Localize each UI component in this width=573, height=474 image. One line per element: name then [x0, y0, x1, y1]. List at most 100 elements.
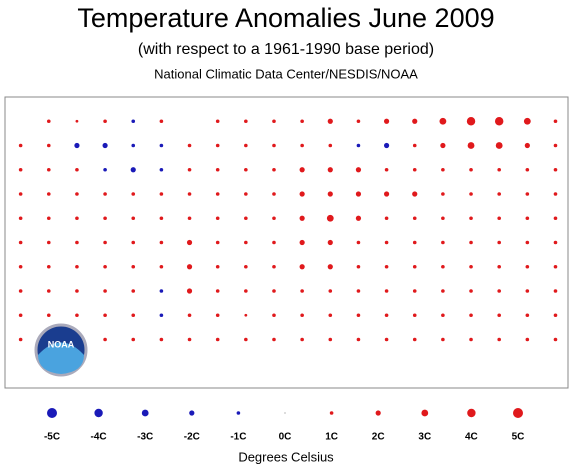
anomaly-dot: [75, 240, 79, 245]
anomaly-dot: [327, 191, 333, 197]
legend-label: 1C: [325, 432, 338, 443]
anomaly-dot: [186, 264, 193, 270]
anomaly-dot: [383, 142, 390, 149]
anomaly-dot: [440, 142, 446, 149]
anomaly-dot: [46, 240, 51, 245]
anomaly-dot: [244, 216, 248, 221]
anomaly-dot: [187, 192, 192, 196]
anomaly-dot: [441, 337, 445, 342]
anomaly-dot: [356, 119, 361, 124]
anomaly-dot: [75, 167, 79, 172]
anomaly-dot: [525, 216, 530, 221]
anomaly-dot: [300, 143, 304, 148]
anomaly-dot: [327, 118, 333, 124]
legend-dot: [141, 409, 149, 417]
anomaly-dot: [469, 289, 473, 293]
anomaly-dot: [327, 264, 333, 270]
anomaly-dot: [553, 167, 558, 172]
anomaly-dot: [272, 216, 276, 221]
anomaly-dot: [18, 192, 23, 196]
anomaly-dot: [524, 142, 530, 149]
anomaly-dot: [412, 240, 417, 245]
anomaly-dot: [159, 192, 164, 196]
anomaly-dot: [102, 142, 108, 149]
legend-label: 4C: [465, 432, 478, 443]
anomaly-dot: [159, 119, 164, 124]
anomaly-dot: [384, 289, 389, 293]
anomaly-dot: [469, 264, 473, 269]
anomaly-dot: [18, 313, 23, 318]
anomaly-dot: [272, 313, 276, 318]
anomaly-dot: [441, 264, 445, 269]
anomaly-dot: [412, 167, 417, 172]
anomaly-dot: [215, 216, 220, 221]
anomaly-dot: [497, 240, 501, 245]
anomaly-dot: [186, 239, 193, 246]
legend-dot: [94, 408, 103, 418]
anomaly-dot: [215, 337, 220, 342]
anomaly-dot: [131, 264, 136, 269]
anomaly-dot: [469, 240, 473, 245]
anomaly-dot: [75, 216, 79, 221]
anomaly-dot: [412, 191, 418, 197]
anomaly-dot: [525, 167, 530, 172]
legend-label: 3C: [418, 432, 431, 443]
anomaly-dot: [384, 216, 389, 221]
anomaly-dot: [272, 289, 276, 293]
anomaly-dot: [103, 313, 107, 318]
anomaly-dot: [497, 264, 501, 269]
anomaly-dot: [46, 313, 51, 318]
anomaly-dot: [130, 167, 136, 173]
anomaly-dot: [356, 289, 361, 293]
anomaly-dot: [383, 118, 390, 124]
anomaly-dot: [467, 142, 475, 149]
anomaly-dot: [412, 337, 417, 342]
anomaly-dot: [469, 192, 473, 196]
anomaly-dot: [159, 167, 164, 172]
anomaly-dot: [300, 313, 304, 318]
anomaly-dot: [495, 142, 503, 149]
anomaly-dot: [131, 240, 136, 245]
anomaly-dot: [272, 192, 276, 196]
anomaly-dot: [497, 216, 501, 221]
anomaly-dot: [523, 117, 531, 125]
legend-dot: [513, 408, 523, 418]
anomaly-dot: [412, 118, 418, 124]
anomaly-dot: [103, 216, 107, 221]
anomaly-dot: [46, 143, 51, 148]
anomaly-dot: [187, 216, 192, 221]
anomaly-dot: [244, 143, 248, 148]
legend-label: -4C: [91, 432, 107, 443]
anomaly-dot: [441, 216, 445, 221]
anomaly-dot: [525, 192, 530, 196]
anomaly-dot: [300, 337, 304, 342]
anomaly-dot: [215, 289, 220, 293]
anomaly-dot: [355, 167, 362, 173]
anomaly-dot: [525, 289, 530, 293]
anomaly-dot: [299, 264, 305, 270]
anomaly-dot: [553, 289, 558, 293]
anomaly-dot: [272, 240, 276, 245]
anomaly-dot: [497, 192, 501, 196]
map-frame: [4, 96, 569, 389]
anomaly-dot: [441, 240, 445, 245]
anomaly-dot: [75, 192, 79, 196]
anomaly-dot: [441, 167, 445, 172]
anomaly-dot: [131, 119, 136, 124]
anomaly-dot: [159, 240, 164, 245]
anomaly-dot: [469, 216, 473, 221]
anomaly-dot: [327, 239, 333, 246]
anomaly-dot: [75, 313, 79, 318]
noaa-logo: NOAA: [34, 323, 88, 377]
anomaly-dot: [553, 240, 558, 245]
anomaly-dot: [215, 167, 220, 172]
anomaly-dot: [46, 167, 51, 172]
legend-dot: [284, 412, 286, 414]
anomaly-dot: [525, 240, 530, 245]
anomaly-dot: [356, 313, 361, 318]
anomaly-dot: [497, 313, 501, 318]
anomaly-dot: [272, 264, 276, 269]
anomaly-dot: [300, 119, 304, 124]
legend-dot: [467, 408, 476, 418]
